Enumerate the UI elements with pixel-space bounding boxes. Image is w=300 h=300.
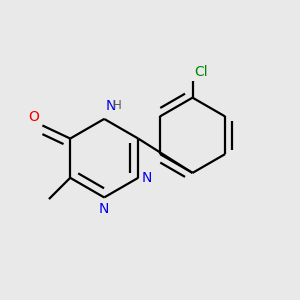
Text: O: O	[28, 110, 39, 124]
Text: N: N	[142, 172, 152, 185]
Text: Cl: Cl	[194, 65, 208, 79]
Text: N: N	[98, 202, 109, 216]
Text: N: N	[106, 99, 116, 113]
Text: H: H	[113, 99, 122, 112]
